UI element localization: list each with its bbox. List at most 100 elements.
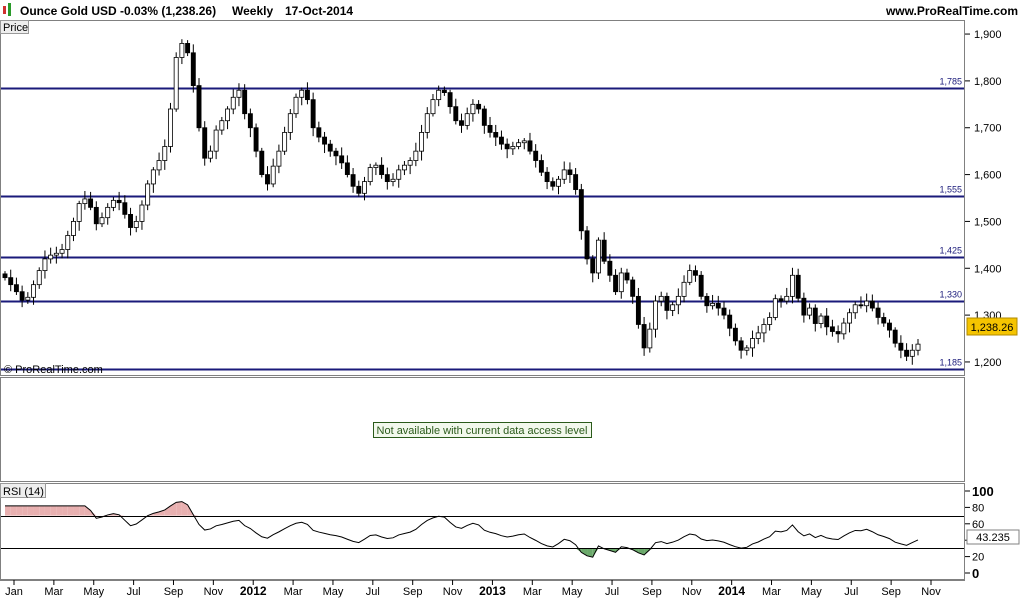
candle xyxy=(65,235,71,250)
time-tick-label: May xyxy=(83,586,104,598)
candle xyxy=(498,136,504,145)
site-link[interactable]: www.ProRealTime.com xyxy=(885,4,1018,18)
rsi-panel[interactable] xyxy=(0,483,965,580)
time-tick-label: Jan xyxy=(5,586,23,598)
candle xyxy=(607,260,613,276)
app-icon xyxy=(3,3,11,16)
rsi-overbought-fill xyxy=(181,501,188,516)
price-tick-label: 1,900 xyxy=(974,29,1002,41)
candle xyxy=(493,132,499,138)
rsi-tick-label: 100 xyxy=(972,484,994,499)
candle xyxy=(852,304,858,314)
candle xyxy=(778,298,784,302)
candle xyxy=(173,57,179,110)
candle xyxy=(327,143,333,152)
rsi-overbought-fill xyxy=(79,505,85,516)
rsi-overbought-fill xyxy=(44,505,51,516)
candle xyxy=(824,315,830,328)
candle xyxy=(190,52,196,86)
candle xyxy=(322,136,328,145)
candle xyxy=(270,165,276,185)
chart-date: 17-Oct-2014 xyxy=(285,4,353,18)
candle xyxy=(829,326,835,332)
candle xyxy=(253,127,259,152)
candle xyxy=(99,217,105,225)
candle xyxy=(459,120,464,126)
rsi-overbought-fill xyxy=(170,502,177,516)
level-label: 1,425 xyxy=(939,246,962,256)
candle xyxy=(710,302,716,307)
candle xyxy=(533,150,539,161)
candle xyxy=(150,169,156,185)
candle xyxy=(339,155,345,164)
candle xyxy=(133,221,139,228)
candle xyxy=(13,284,19,293)
candle xyxy=(265,174,270,185)
candle xyxy=(784,295,790,302)
rsi-series xyxy=(1,501,964,558)
candle xyxy=(538,160,544,173)
candle xyxy=(561,169,567,180)
rsi-line xyxy=(5,501,919,558)
price-tick-label: 1,800 xyxy=(974,76,1002,88)
candle xyxy=(350,174,356,187)
period: Weekly xyxy=(232,4,273,18)
candle xyxy=(379,164,385,175)
rsi-overbought-fill xyxy=(16,505,23,516)
candle xyxy=(116,199,122,204)
watermark: © ProRealTime.com xyxy=(4,364,103,376)
candle xyxy=(738,340,744,351)
candle xyxy=(185,43,191,54)
candle xyxy=(293,96,299,115)
candle xyxy=(419,132,425,152)
level-label: 1,785 xyxy=(939,77,962,87)
candle xyxy=(25,296,31,301)
time-axis[interactable]: Jan Mar May Jul Sep Nov 2012 Mar May Jul Sep Nov 201… xyxy=(5,580,941,598)
candle xyxy=(42,258,48,272)
candle xyxy=(567,169,573,175)
instrument-name: Ounce Gold USD xyxy=(20,4,117,18)
time-tick-label: May xyxy=(562,586,583,598)
candle xyxy=(595,239,601,274)
candle xyxy=(236,89,242,98)
candle xyxy=(624,272,630,281)
candle xyxy=(424,113,430,133)
candle xyxy=(407,160,413,166)
candle xyxy=(721,307,727,316)
rsi-overbought-fill xyxy=(73,505,80,516)
rsi-label: RSI (14) xyxy=(3,486,44,498)
candle xyxy=(436,89,442,101)
header-bar xyxy=(0,0,1024,20)
candle xyxy=(430,99,436,115)
time-tick-label: Sep xyxy=(164,586,184,598)
candle xyxy=(316,127,322,138)
candle xyxy=(584,230,590,260)
time-tick-label: 2014 xyxy=(718,584,745,598)
candle xyxy=(904,349,910,357)
candle xyxy=(145,183,151,206)
price-tick-label: 1,700 xyxy=(974,123,1002,135)
rsi-overbought-fill xyxy=(176,501,182,516)
candle xyxy=(858,304,864,307)
rsi-overbought-fill xyxy=(56,505,63,516)
level-label: 1,555 xyxy=(939,185,962,195)
time-tick-label: Nov xyxy=(921,586,941,598)
candle xyxy=(590,258,596,274)
rsi-overbought-fill xyxy=(62,505,68,516)
candle xyxy=(31,284,36,298)
candle xyxy=(441,89,447,94)
rsi-overbought-fill xyxy=(90,510,97,516)
candle xyxy=(516,142,522,147)
candle xyxy=(601,239,607,262)
rsi-value-badge xyxy=(966,529,1020,545)
time-tick-label: Nov xyxy=(204,586,224,598)
candle xyxy=(344,162,350,175)
candle xyxy=(282,132,288,152)
rsi-overbought-fill xyxy=(50,505,57,516)
candle xyxy=(790,274,795,297)
candle xyxy=(110,199,116,208)
candle xyxy=(653,300,658,330)
candle xyxy=(487,124,493,133)
candlesticks xyxy=(2,39,921,365)
candle xyxy=(772,298,778,318)
